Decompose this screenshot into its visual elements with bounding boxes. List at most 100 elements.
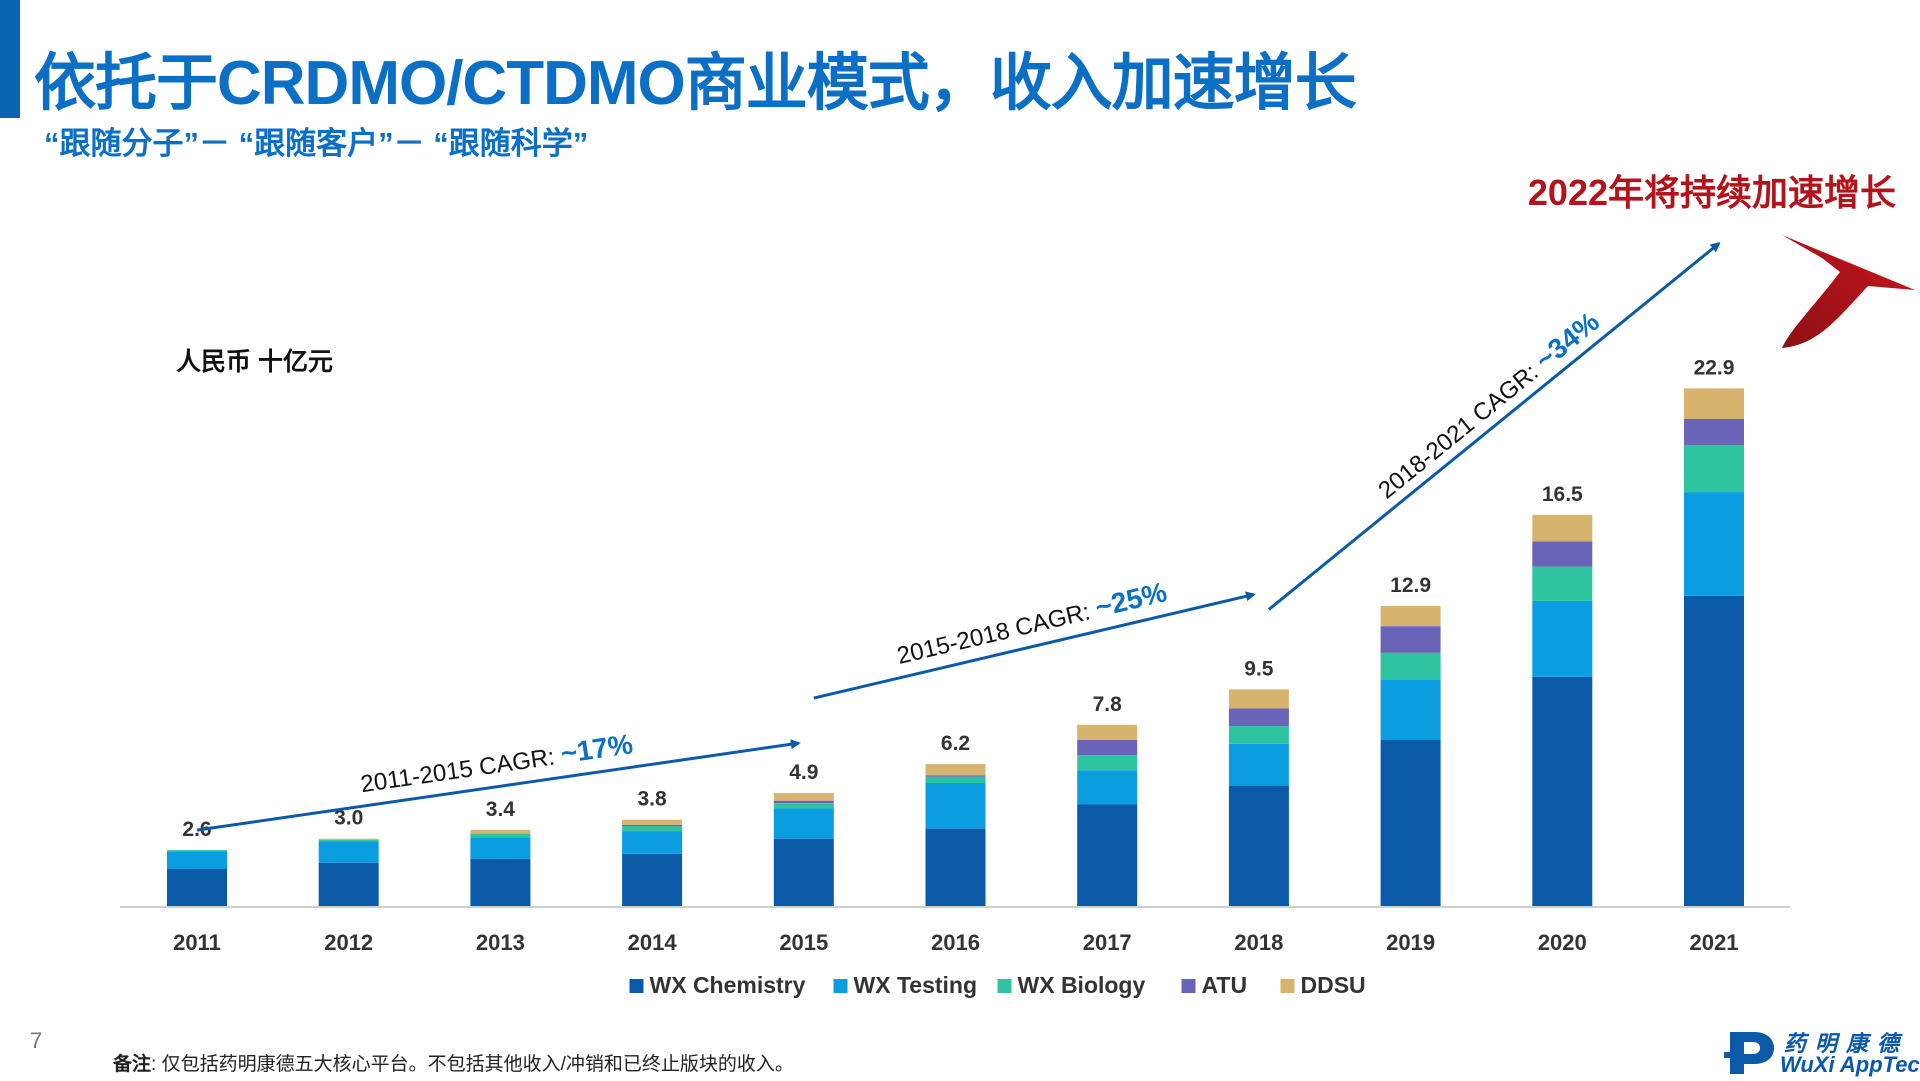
bar-wx-chemistry-2019	[1380, 740, 1441, 907]
logo-mark-icon	[1724, 1032, 1774, 1074]
bar-ddsu-2012	[318, 838, 379, 840]
total-label-2012: 3.0	[334, 807, 363, 830]
bar-ddsu-2019	[1380, 605, 1441, 627]
bar-atu-2018	[1228, 708, 1289, 727]
total-label-2021: 22.9	[1694, 356, 1735, 379]
bar-wx-chemistry-2015	[773, 838, 834, 907]
cagr-arrow-3	[1267, 242, 1721, 611]
bar-wx-chemistry-2021	[1684, 595, 1744, 907]
x-tick-2016: 2016	[931, 930, 980, 955]
slide-subtitle: “跟随分子”－ “跟随客户”－ “跟随科学”	[44, 126, 589, 161]
bar-wx-testing-2021	[1684, 492, 1744, 596]
cagr-annotation-3: 2018-2021 CAGR: ~34%	[1371, 306, 1605, 505]
legend-swatch-wx-biology	[997, 979, 1012, 993]
logo-chinese-text: 药明康德	[1784, 1031, 1909, 1056]
bar-wx-biology-2019	[1380, 652, 1441, 680]
footnote: 备注: 仅包括药明康德五大核心平台。不包括其他收入/冲销和已终止版块的收入。	[113, 1049, 794, 1076]
bar-wx-biology-2018	[1228, 726, 1289, 744]
footnote-label: 备注	[113, 1054, 152, 1075]
title-accent-bar	[0, 0, 20, 118]
labels-layer: 2.620113.020123.420133.820144.920156.220…	[173, 356, 1738, 955]
x-tick-2015: 2015	[779, 930, 828, 955]
page-number: 7	[30, 1028, 43, 1053]
bar-wx-testing-2018	[1228, 743, 1289, 786]
bar-wx-biology-2013	[470, 833, 531, 838]
bar-wx-chemistry-2013	[470, 858, 531, 907]
legend-swatch-wx-testing	[833, 979, 848, 993]
bar-wx-chemistry-2014	[622, 853, 683, 907]
bar-atu-2016	[925, 775, 986, 777]
bar-wx-testing-2019	[1380, 679, 1441, 740]
bar-wx-chemistry-2012	[318, 862, 379, 907]
bar-wx-chemistry-2011	[167, 869, 227, 907]
bar-atu-2015	[773, 800, 834, 804]
bar-wx-biology-2017	[1077, 755, 1138, 771]
bar-ddsu-2014	[622, 819, 683, 825]
bar-atu-2017	[1077, 740, 1138, 756]
bar-wx-biology-2014	[622, 826, 683, 832]
bar-wx-biology-2015	[773, 803, 834, 809]
bar-wx-testing-2011	[167, 851, 227, 869]
total-label-2015: 4.9	[789, 761, 818, 784]
x-tick-2019: 2019	[1386, 930, 1435, 955]
bar-atu-2019	[1380, 626, 1441, 653]
x-tick-2020: 2020	[1538, 930, 1587, 955]
legend-label-ddsu: DDSU	[1301, 972, 1366, 998]
legend-swatch-atu	[1181, 979, 1196, 993]
logo-english-text: WuXi AppTec	[1780, 1052, 1920, 1077]
legend-label-atu: ATU	[1202, 972, 1248, 998]
total-label-2014: 3.8	[637, 788, 667, 811]
x-tick-2011: 2011	[173, 930, 221, 955]
bar-wx-chemistry-2020	[1532, 676, 1593, 907]
wuxi-apptec-logo: 药明康德 WuXi AppTec	[1724, 1026, 1920, 1078]
legend-layer: WX Chemistry WX Testing WX Biology ATU DDSU	[629, 972, 1366, 998]
slide-title: 依托于CRDMO/CTDMO商业模式，收入加速增长	[34, 49, 1357, 118]
total-label-2020: 16.5	[1542, 483, 1583, 506]
bar-wx-testing-2012	[318, 841, 379, 863]
legend-label-wx-chemistry: WX Chemistry	[650, 972, 806, 998]
bar-wx-chemistry-2016	[925, 828, 986, 907]
bar-ddsu-2016	[925, 764, 986, 776]
x-tick-2018: 2018	[1234, 930, 1283, 955]
x-tick-2013: 2013	[476, 930, 525, 955]
bar-wx-chemistry-2017	[1077, 804, 1138, 907]
x-tick-2017: 2017	[1083, 930, 1132, 955]
bar-wx-biology-2020	[1532, 566, 1593, 601]
bar-wx-testing-2020	[1532, 600, 1593, 677]
x-tick-2014: 2014	[628, 930, 678, 955]
cagr-arrow-1	[196, 739, 801, 832]
bar-wx-testing-2015	[773, 808, 834, 839]
bar-wx-biology-2016	[925, 776, 986, 783]
bar-ddsu-2021	[1684, 388, 1744, 419]
bar-wx-biology-2011	[167, 850, 227, 852]
x-tick-2021: 2021	[1690, 930, 1739, 955]
footnote-text: : 仅包括药明康德五大核心平台。不包括其他收入/冲销和已终止版块的收入。	[151, 1054, 794, 1075]
bar-atu-2014	[622, 824, 683, 827]
bars-layer	[167, 388, 1744, 907]
bar-wx-chemistry-2018	[1228, 785, 1289, 907]
total-label-2017: 7.8	[1093, 693, 1123, 716]
bar-ddsu-2013	[470, 829, 531, 834]
bar-wx-biology-2012	[318, 840, 379, 842]
bar-ddsu-2018	[1228, 689, 1289, 709]
bar-wx-testing-2013	[470, 837, 531, 859]
total-label-2016: 6.2	[941, 732, 970, 755]
x-tick-2012: 2012	[324, 930, 373, 955]
bar-ddsu-2020	[1532, 514, 1593, 542]
growth-arrow-icon	[1782, 235, 1915, 348]
legend-swatch-ddsu	[1280, 979, 1295, 993]
bar-ddsu-2017	[1077, 724, 1138, 740]
total-label-2018: 9.5	[1244, 657, 1274, 680]
growth-highlight: 2022年将持续加速增长	[1527, 172, 1896, 213]
chart-legend: WX Chemistry WX Testing WX Biology ATU DDSU	[629, 972, 1366, 998]
legend-label-wx-testing: WX Testing	[854, 972, 978, 998]
total-label-2013: 3.4	[486, 798, 516, 821]
legend-label-wx-biology: WX Biology	[1018, 972, 1146, 998]
bar-wx-biology-2021	[1684, 445, 1744, 493]
bar-atu-2021	[1684, 418, 1744, 446]
cagr-arrow-2	[813, 591, 1256, 700]
bar-wx-testing-2016	[925, 783, 986, 829]
total-label-2019: 12.9	[1390, 574, 1431, 597]
unit-label: 人民币 十亿元	[176, 348, 333, 376]
